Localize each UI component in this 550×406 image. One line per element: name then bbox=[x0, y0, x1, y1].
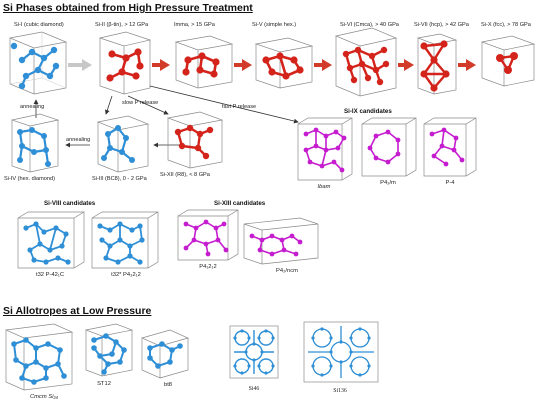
label-annealing-left: annealing bbox=[66, 137, 91, 143]
structure-si-ix-ibam bbox=[297, 117, 353, 181]
label-si-x: Si-X (fcc), > 78 GPa bbox=[481, 22, 531, 28]
structure-si-viii-t32star bbox=[91, 211, 159, 269]
label-si-v: Si-V (simple hex.) bbox=[252, 22, 297, 28]
si-xiii-title: Si-XIII candidates bbox=[214, 200, 266, 207]
si-xiii-label-2: P4₂/ncm bbox=[276, 268, 298, 274]
label-si-ii: Si-II (β-tin), > 12 GPa bbox=[95, 22, 149, 28]
label-slow-release: slow P release bbox=[122, 100, 159, 106]
si-ix-label-ibam: Ibam bbox=[317, 184, 331, 190]
structure-si-xiii-p42ncm bbox=[243, 217, 319, 265]
label-si-vi: Si-VI (Cmca), > 40 GPa bbox=[340, 22, 399, 28]
title-low-pressure: Si Allotropes at Low Pressure bbox=[3, 305, 152, 317]
structure-si-xii bbox=[166, 111, 224, 169]
structure-si-ii bbox=[98, 31, 152, 95]
si-viii-label-1: t32 P-42₁C bbox=[35, 272, 65, 278]
si-ix-title: Si-IX candidates bbox=[344, 108, 392, 115]
label-si-iv: Si-IV (hex. diamond) bbox=[4, 176, 55, 182]
low-label-bt8: bt8 bbox=[163, 382, 173, 388]
low-label-st12: ST12 bbox=[97, 381, 111, 387]
arrow-si2-imma bbox=[152, 59, 170, 71]
si-viii-label-2: t32* P4₃2₁2 bbox=[111, 272, 141, 278]
si-viii-title: Si-VIII candidates bbox=[44, 200, 96, 207]
structure-si-iii bbox=[96, 115, 150, 173]
label-si-vii: Si-VII (hcp), > 42 GPa bbox=[414, 22, 469, 28]
structure-si-ix-p42m bbox=[361, 117, 417, 177]
si-ix-label-p4: P-4 bbox=[445, 180, 455, 186]
structure-imma bbox=[174, 35, 234, 89]
arrow-si7-si10 bbox=[458, 59, 476, 71]
label-fast-release: fast P release bbox=[222, 104, 257, 110]
title-high-pressure: Si Phases obtained from High Pressure Tr… bbox=[3, 2, 253, 14]
structure-si-iv bbox=[10, 113, 60, 173]
arrow-si5-si6 bbox=[314, 59, 332, 71]
label-si-i: Si-I (cubic diamond) bbox=[14, 22, 64, 28]
structure-si-x bbox=[480, 35, 536, 87]
structure-si-xiii-p41212 bbox=[177, 209, 239, 261]
arrow-si1-si2 bbox=[68, 59, 92, 71]
structure-si-v bbox=[254, 37, 314, 89]
si-xiii-label-1: P4₁2₁2 bbox=[199, 264, 217, 270]
arrow-slow-release bbox=[104, 95, 113, 115]
label-si-iii: Si-III (BC8), 0 - 2 GPa bbox=[92, 176, 147, 182]
label-imma: Imma, > 15 GPa bbox=[174, 22, 215, 28]
structure-si-vi bbox=[334, 27, 398, 97]
structure-si-vii bbox=[416, 33, 458, 95]
si-ix-label-p42m: P4₂/m bbox=[380, 180, 396, 186]
low-label-si46: Si46 bbox=[248, 386, 260, 392]
structure-st12 bbox=[84, 323, 134, 377]
structure-cmcm-si24 bbox=[4, 323, 74, 391]
structure-bt8 bbox=[140, 329, 190, 379]
label-annealing-up: annealing bbox=[20, 104, 45, 110]
low-label-si136: Si136 bbox=[333, 388, 347, 394]
arrow-si6-si7 bbox=[398, 59, 414, 71]
label-si-xii: Si-XII (R8), < 8 GPa bbox=[160, 172, 210, 178]
arrow-fast-release bbox=[149, 85, 299, 124]
arrow-si2-si12 bbox=[127, 95, 169, 115]
structure-si136 bbox=[303, 321, 379, 383]
structure-si-viii-t32 bbox=[17, 211, 85, 269]
structure-si-i bbox=[8, 31, 68, 95]
low-label-cmcm: Cmcm Si₂₄ bbox=[29, 394, 59, 400]
structure-si-ix-p4 bbox=[423, 117, 477, 177]
arrow-imma-si5 bbox=[234, 59, 252, 71]
structure-si46 bbox=[229, 325, 279, 379]
